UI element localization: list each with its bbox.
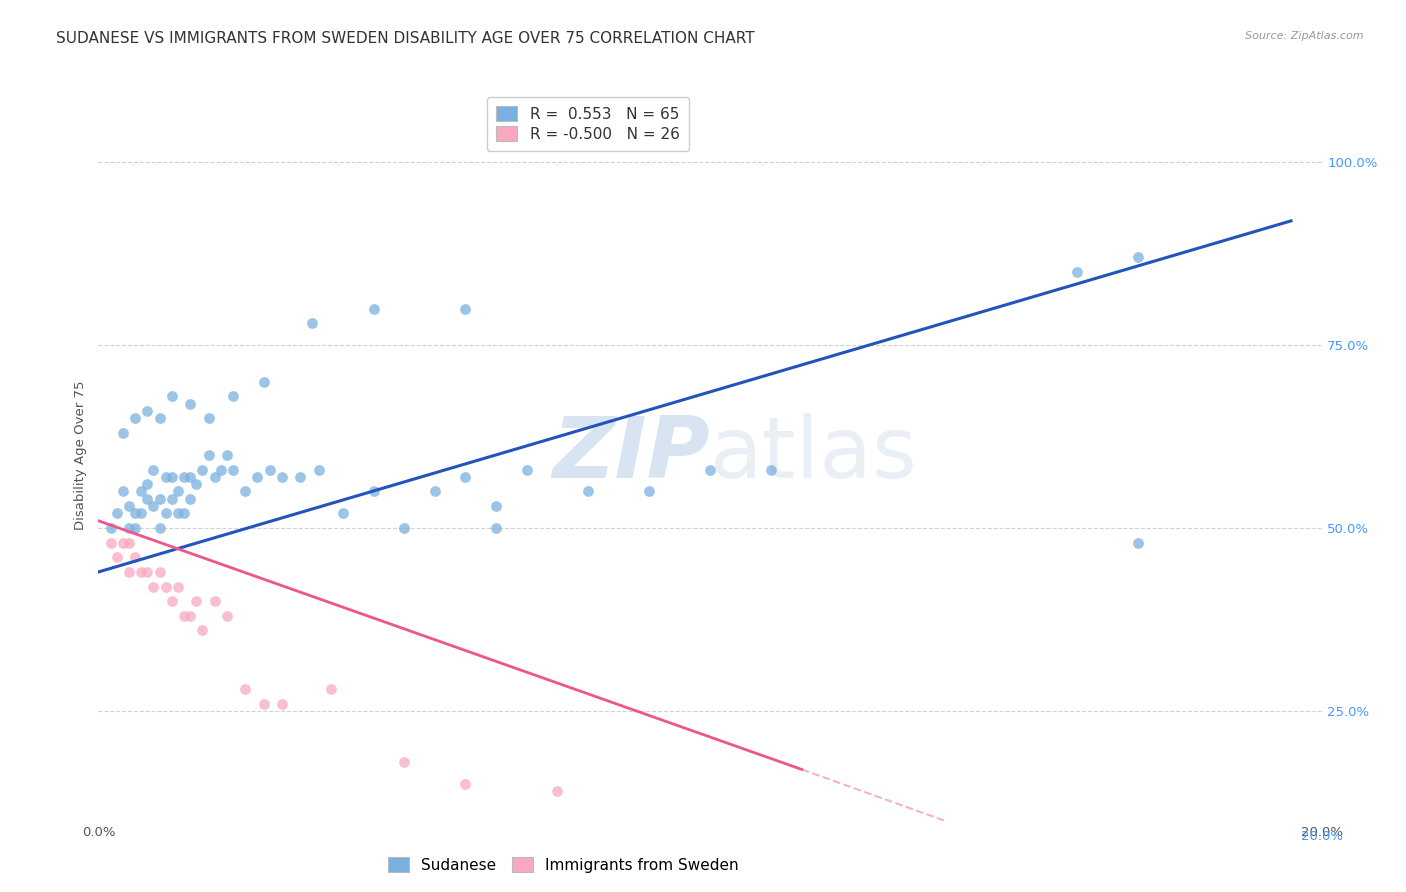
- Point: [124, 411, 146, 425]
- Point: [252, 375, 274, 389]
- Point: [129, 565, 152, 579]
- Point: [301, 316, 323, 330]
- Point: [290, 470, 312, 484]
- Point: [124, 550, 146, 565]
- Point: [118, 565, 141, 579]
- Point: [118, 499, 141, 513]
- Point: [100, 535, 122, 549]
- Point: [204, 594, 226, 608]
- Point: [699, 462, 721, 476]
- Point: [454, 470, 477, 484]
- Point: [363, 484, 385, 499]
- Point: [215, 608, 238, 623]
- Point: [485, 521, 508, 535]
- Point: [191, 624, 214, 638]
- Point: [173, 608, 195, 623]
- Y-axis label: Disability Age Over 75: Disability Age Over 75: [75, 380, 87, 530]
- Point: [167, 507, 190, 521]
- Point: [129, 484, 152, 499]
- Point: [105, 507, 128, 521]
- Point: [124, 521, 146, 535]
- Point: [516, 462, 538, 476]
- Point: [637, 484, 661, 499]
- Point: [142, 580, 165, 594]
- Point: [454, 777, 477, 791]
- Text: ZIP: ZIP: [553, 413, 710, 497]
- Point: [179, 397, 201, 411]
- Point: [136, 404, 159, 418]
- Point: [160, 594, 183, 608]
- Point: [173, 470, 195, 484]
- Point: [576, 484, 599, 499]
- Point: [1128, 251, 1150, 265]
- Point: [252, 697, 274, 711]
- Point: [124, 507, 146, 521]
- Point: [142, 499, 165, 513]
- Point: [222, 389, 245, 403]
- Point: [1128, 535, 1150, 549]
- Point: [160, 470, 183, 484]
- Point: [155, 580, 177, 594]
- Point: [759, 462, 782, 476]
- Point: [363, 301, 385, 316]
- Point: [173, 507, 195, 521]
- Point: [233, 484, 256, 499]
- Text: Source: ZipAtlas.com: Source: ZipAtlas.com: [1246, 31, 1364, 41]
- Text: atlas: atlas: [710, 413, 918, 497]
- Point: [215, 448, 238, 462]
- Point: [155, 470, 177, 484]
- Point: [136, 491, 159, 506]
- Point: [149, 411, 172, 425]
- Point: [233, 681, 256, 696]
- Point: [197, 411, 219, 425]
- Point: [129, 507, 152, 521]
- Point: [111, 425, 134, 440]
- Point: [186, 477, 208, 491]
- Point: [204, 470, 226, 484]
- Point: [270, 470, 292, 484]
- Point: [155, 507, 177, 521]
- Point: [546, 784, 568, 798]
- Point: [111, 484, 134, 499]
- Point: [111, 535, 134, 549]
- Point: [209, 462, 232, 476]
- Point: [392, 521, 416, 535]
- Text: 20.0%: 20.0%: [1301, 830, 1343, 843]
- Point: [105, 550, 128, 565]
- Point: [179, 608, 201, 623]
- Point: [186, 594, 208, 608]
- Point: [485, 499, 508, 513]
- Point: [118, 521, 141, 535]
- Point: [136, 477, 159, 491]
- Point: [423, 484, 446, 499]
- Point: [179, 491, 201, 506]
- Point: [191, 462, 214, 476]
- Point: [149, 521, 172, 535]
- Point: [136, 565, 159, 579]
- Point: [308, 462, 330, 476]
- Point: [259, 462, 281, 476]
- Point: [246, 470, 269, 484]
- Point: [142, 462, 165, 476]
- Point: [1066, 265, 1088, 279]
- Point: [118, 535, 141, 549]
- Text: SUDANESE VS IMMIGRANTS FROM SWEDEN DISABILITY AGE OVER 75 CORRELATION CHART: SUDANESE VS IMMIGRANTS FROM SWEDEN DISAB…: [56, 31, 755, 46]
- Point: [160, 389, 183, 403]
- Point: [222, 462, 245, 476]
- Legend: Sudanese, Immigrants from Sweden: Sudanese, Immigrants from Sweden: [381, 851, 745, 879]
- Point: [332, 507, 354, 521]
- Point: [270, 697, 292, 711]
- Point: [167, 484, 190, 499]
- Point: [149, 565, 172, 579]
- Point: [197, 448, 219, 462]
- Point: [160, 491, 183, 506]
- Point: [167, 580, 190, 594]
- Point: [149, 491, 172, 506]
- Point: [392, 755, 416, 769]
- Point: [454, 301, 477, 316]
- Point: [100, 521, 122, 535]
- Point: [319, 681, 342, 696]
- Point: [179, 470, 201, 484]
